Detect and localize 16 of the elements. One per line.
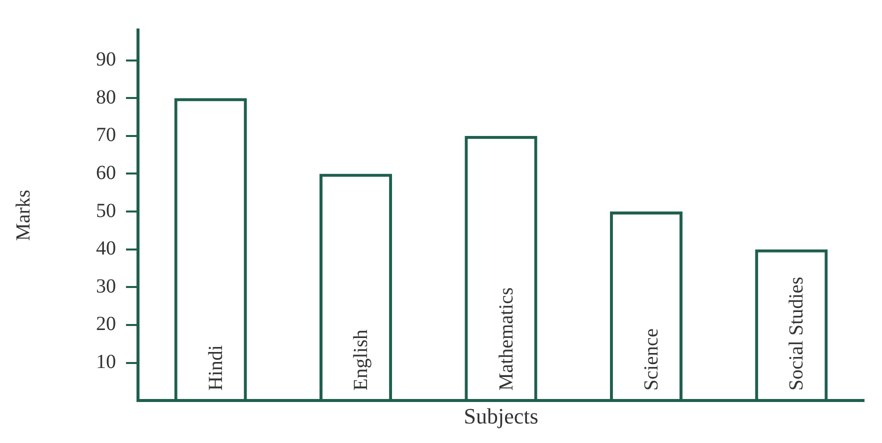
x-tick-label: Science: [640, 328, 662, 391]
y-tick-label: 10: [96, 351, 116, 374]
y-tick-label: 90: [96, 48, 116, 71]
x-tick-label: Mathematics: [495, 287, 518, 391]
x-tick-label: Social Studies: [786, 276, 808, 391]
y-tick-label: 60: [96, 162, 116, 184]
y-tick-label: 20: [96, 313, 116, 336]
x-axis-title: Subjects: [464, 404, 538, 429]
x-tick-label: English: [350, 329, 372, 391]
y-tick-label: 30: [96, 275, 116, 298]
y-axis-title: Marks: [12, 190, 34, 241]
y-tick-label: 80: [96, 86, 116, 108]
y-tick-label: 40: [96, 238, 116, 260]
x-tick-label: Hindi: [204, 344, 227, 391]
y-tick-label: 50: [96, 200, 116, 222]
y-tick-label: 70: [96, 124, 116, 146]
